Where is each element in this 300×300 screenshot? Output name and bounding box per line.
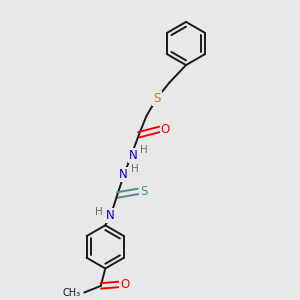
Text: N: N [128, 148, 137, 162]
Text: S: S [140, 185, 147, 198]
Text: H: H [95, 207, 103, 218]
Text: N: N [106, 209, 115, 222]
Text: CH₃: CH₃ [63, 287, 81, 298]
Text: H: H [140, 145, 148, 155]
Text: O: O [120, 278, 129, 291]
Text: O: O [161, 123, 170, 136]
Text: S: S [153, 92, 161, 105]
Text: N: N [119, 168, 128, 181]
Text: H: H [130, 164, 138, 174]
